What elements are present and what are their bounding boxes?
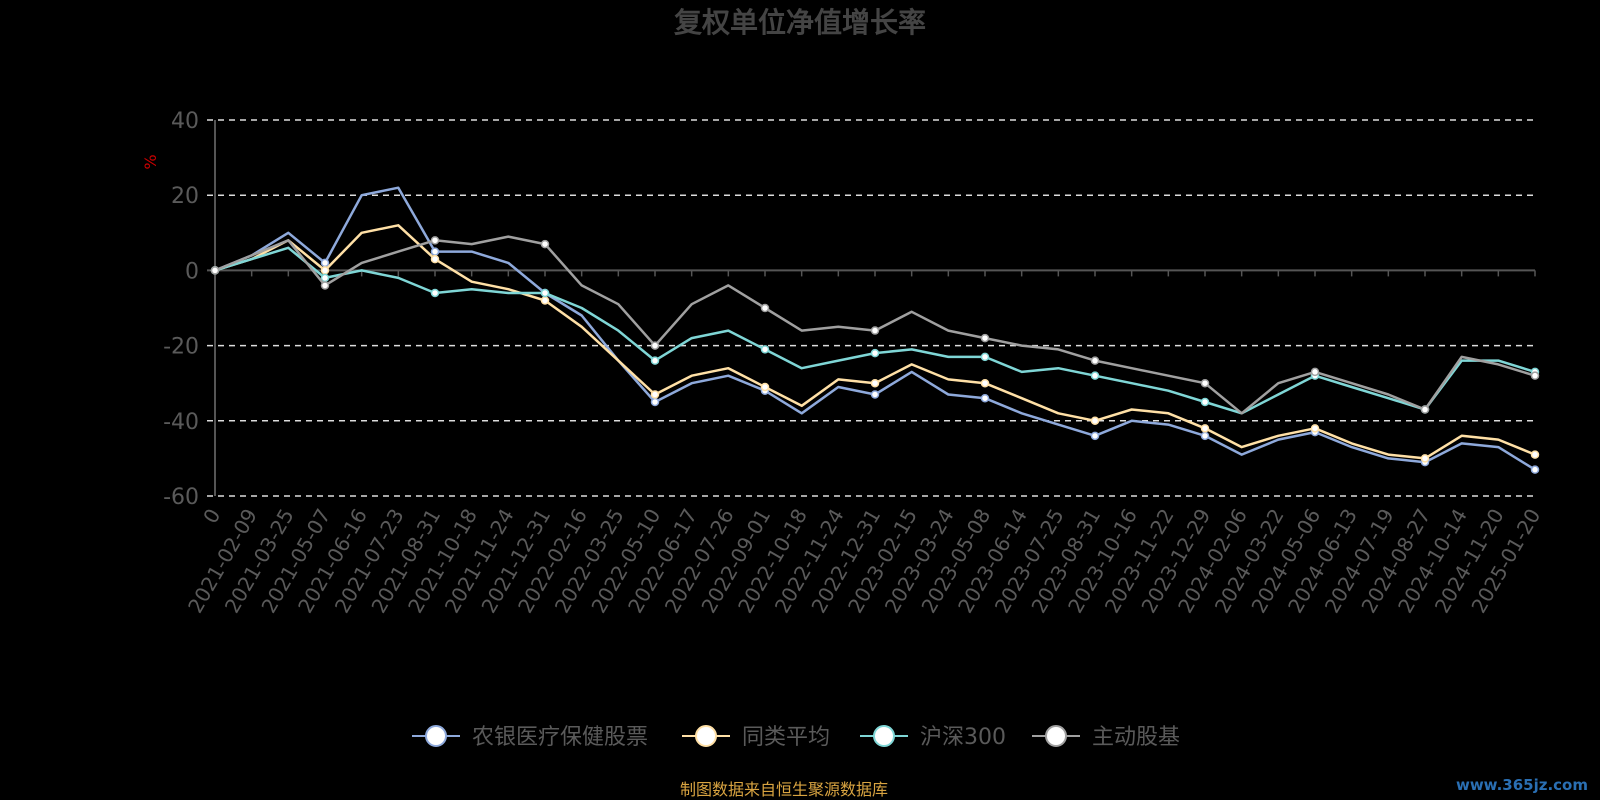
data-point: [430, 236, 440, 245]
series-1: [210, 224, 1540, 463]
legend-label: 农银医疗保健股票: [472, 725, 648, 750]
data-point: [760, 303, 770, 313]
data-point: [1530, 465, 1540, 474]
data-point: [1530, 371, 1540, 380]
data-point: [980, 393, 990, 403]
series-3: [210, 235, 1540, 415]
data-point: [870, 378, 880, 388]
data-point: [1310, 367, 1320, 377]
legend-item[interactable]: 主动股基: [1032, 725, 1180, 750]
data-point: [1310, 424, 1320, 433]
data-point: [320, 281, 330, 290]
data-point: [540, 239, 550, 249]
y-axis-unit: %: [141, 154, 160, 169]
legend-label: 沪深300: [920, 725, 1006, 750]
data-point: [430, 254, 440, 264]
chart-title: 复权单位净值增长率: [674, 6, 926, 39]
y-tick-labels: -60 -40 -20 0 20 40: [163, 109, 199, 510]
data-point: [540, 288, 550, 298]
y-tick-label: 0: [185, 259, 199, 284]
data-point: [870, 348, 880, 358]
data-point: [320, 273, 330, 283]
data-point: [210, 266, 220, 275]
y-tick-label: 40: [171, 109, 199, 134]
x-tick-labels: 02021-02-092021-03-252021-05-072021-06-1…: [183, 270, 1545, 617]
data-point: [1090, 431, 1100, 441]
legend-label: 主动股基: [1092, 725, 1180, 750]
legend-marker: [873, 725, 895, 747]
data-point: [1090, 416, 1100, 426]
data-point: [1200, 424, 1210, 433]
data-point: [980, 352, 990, 362]
data-point: [870, 390, 880, 399]
y-tick-label: 20: [171, 184, 199, 209]
legend-item[interactable]: 农银医疗保健股票: [412, 725, 648, 750]
x-tick-label: 0: [198, 505, 225, 528]
y-tick-label: -60: [163, 485, 199, 510]
axes: [207, 120, 1535, 496]
data-point: [1530, 450, 1540, 459]
legend-marker: [1045, 725, 1067, 747]
data-point: [1420, 454, 1430, 463]
data-point: [320, 258, 330, 268]
data-point: [1200, 378, 1210, 388]
data-point: [650, 341, 660, 350]
y-tick-label: -20: [163, 335, 199, 360]
data-point: [430, 247, 440, 256]
series-lines: [210, 186, 1540, 474]
data-point: [980, 333, 990, 343]
data-point: [1200, 397, 1210, 407]
legend-marker: [425, 725, 447, 747]
data-point: [430, 288, 440, 298]
legend-marker: [695, 725, 717, 747]
data-point: [320, 266, 330, 275]
legend-item[interactable]: 沪深300: [860, 725, 1006, 750]
legend-item[interactable]: 同类平均: [682, 725, 830, 750]
data-point: [1090, 356, 1100, 365]
data-point: [1090, 371, 1100, 380]
data-point: [1420, 405, 1430, 414]
legend-label: 同类平均: [742, 725, 830, 750]
data-point: [1200, 431, 1210, 441]
y-tick-label: -40: [163, 410, 199, 435]
source-note: 制图数据来自恒生聚源数据库: [680, 780, 888, 799]
data-point: [650, 397, 660, 407]
data-point: [980, 378, 990, 388]
watermark: www.365jz.com: [1456, 776, 1588, 794]
data-point: [650, 356, 660, 365]
data-point: [760, 345, 770, 354]
data-point: [540, 296, 550, 305]
grid-lines: [207, 119, 1535, 497]
data-point: [870, 326, 880, 335]
data-point: [760, 382, 770, 392]
legend: 农银医疗保健股票 同类平均 沪深300 主动股基: [412, 725, 1180, 750]
data-point: [650, 390, 660, 399]
series-line: [214, 224, 1536, 460]
